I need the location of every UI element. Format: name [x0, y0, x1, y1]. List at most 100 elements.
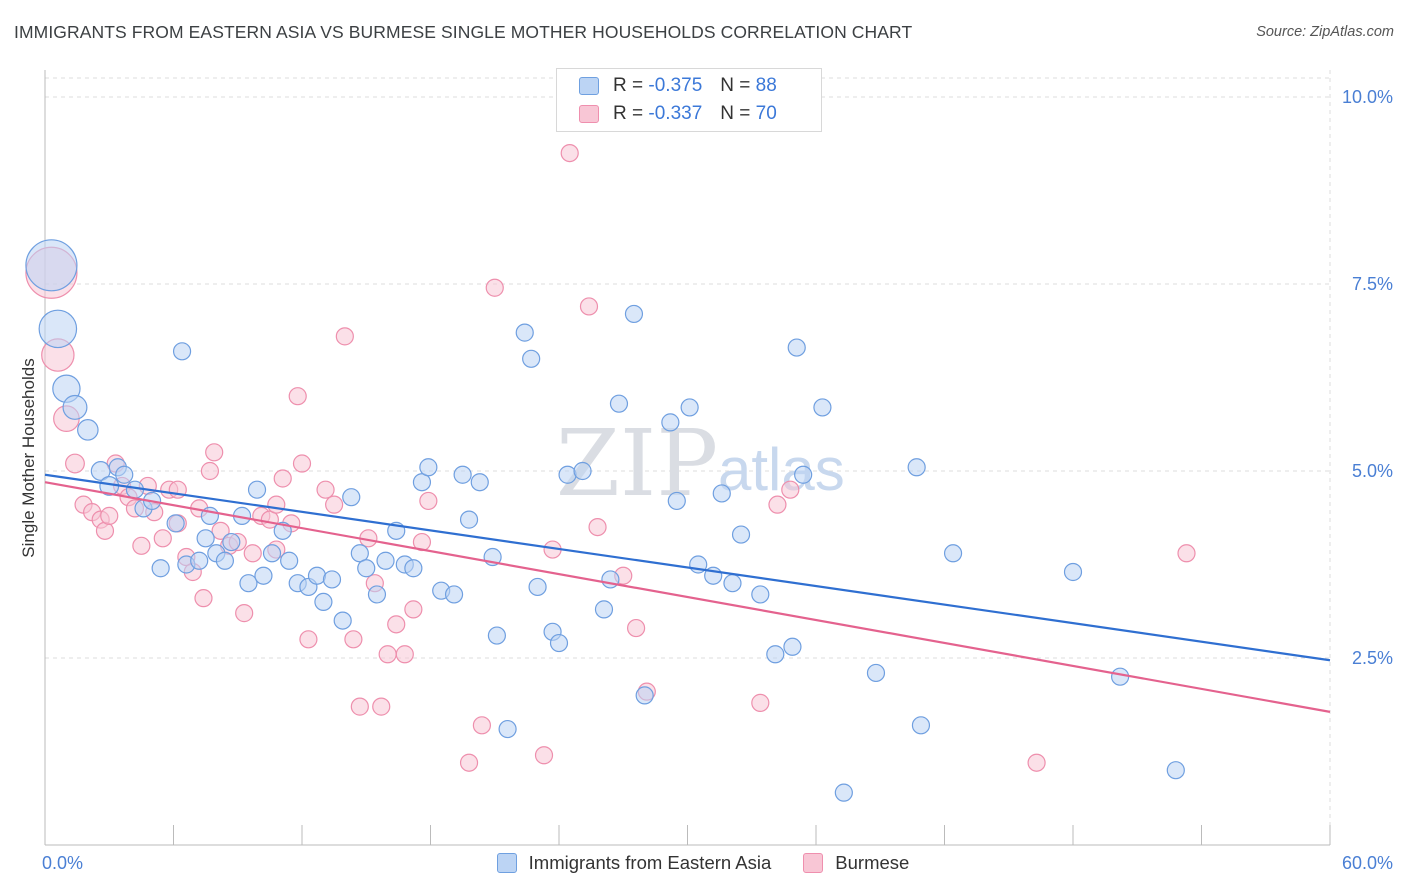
legend-item-burmese[interactable]: Burmese — [803, 852, 909, 874]
y-tick-label: 7.5% — [1352, 274, 1393, 294]
point-eastern-asia — [487, 626, 506, 645]
point-eastern-asia — [342, 488, 361, 507]
point-eastern-asia — [115, 465, 134, 484]
point-eastern-asia — [766, 645, 785, 664]
point-eastern-asia — [222, 532, 241, 552]
point-burmese — [267, 495, 286, 514]
y-tick-label: 5.0% — [1352, 461, 1393, 481]
point-burmese — [1027, 753, 1046, 772]
trend-line-burmese — [44, 481, 1331, 713]
point-eastern-asia — [558, 465, 577, 484]
point-eastern-asia — [262, 544, 282, 563]
point-burmese — [387, 615, 406, 634]
point-burmese — [316, 480, 335, 499]
point-eastern-asia — [1063, 562, 1083, 582]
point-eastern-asia — [367, 585, 387, 604]
x-tick-labels: 0.0% 60.0% — [42, 853, 1393, 873]
point-burmese — [350, 697, 369, 716]
point-eastern-asia — [813, 398, 832, 417]
legend-n-value: 88 — [755, 75, 777, 96]
point-burmese — [395, 645, 414, 664]
axes — [44, 70, 1331, 846]
point-eastern-asia — [412, 473, 432, 492]
point-eastern-asia — [943, 544, 963, 563]
point-burmese — [194, 589, 213, 608]
point-eastern-asia — [196, 529, 215, 548]
legend-swatch-blue — [579, 77, 599, 95]
point-burmese — [335, 327, 354, 346]
legend-n-label: N = — [720, 75, 751, 96]
legend-row-pink: R = -0.337 N = 70 — [579, 100, 777, 128]
point-burmese — [100, 506, 119, 525]
point-eastern-asia — [594, 600, 614, 619]
point-burmese — [419, 491, 438, 511]
trend-line-eastern-asia — [44, 473, 1331, 662]
chart-title: IMMIGRANTS FROM EASTERN ASIA VS BURMESE … — [14, 22, 913, 42]
point-eastern-asia — [62, 394, 88, 420]
legend-row-blue: R = -0.375 N = 88 — [579, 72, 777, 100]
point-eastern-asia — [215, 551, 234, 570]
point-eastern-asia — [239, 574, 258, 593]
point-burmese — [132, 536, 151, 555]
point-eastern-asia — [661, 413, 680, 432]
y-axis-label: Single Mother Households — [19, 358, 38, 557]
point-eastern-asia — [322, 570, 342, 589]
legend-item-eastern-asia[interactable]: Immigrants from Eastern Asia — [496, 852, 771, 874]
point-eastern-asia — [190, 551, 209, 570]
point-burmese — [243, 544, 262, 563]
point-burmese — [344, 630, 363, 649]
point-eastern-asia — [350, 544, 369, 563]
legend-r-value: -0.337 — [648, 103, 703, 124]
point-eastern-asia — [333, 611, 352, 630]
point-eastern-asia — [273, 521, 292, 540]
point-eastern-asia — [38, 309, 78, 349]
legend-swatch-pink — [579, 105, 599, 123]
point-burmese — [273, 469, 292, 488]
point-burmese — [485, 278, 504, 297]
point-burmese — [472, 716, 491, 735]
point-eastern-asia — [866, 663, 886, 683]
point-burmese — [768, 495, 787, 514]
point-burmese — [153, 529, 172, 548]
point-eastern-asia — [522, 349, 541, 368]
series-legend: Immigrants from Eastern Asia Burmese — [0, 852, 1406, 874]
point-eastern-asia — [404, 559, 423, 578]
point-eastern-asia — [712, 484, 731, 503]
point-burmese — [626, 618, 646, 638]
point-eastern-asia — [1166, 761, 1185, 780]
point-burmese — [1177, 544, 1196, 563]
point-eastern-asia — [376, 551, 395, 570]
point-eastern-asia — [498, 719, 517, 739]
point-eastern-asia — [151, 559, 170, 578]
point-eastern-asia — [357, 559, 376, 578]
point-burmese — [404, 600, 423, 619]
data-points — [25, 144, 1196, 802]
point-eastern-asia — [911, 716, 931, 735]
point-burmese — [65, 453, 85, 474]
point-eastern-asia — [573, 461, 592, 481]
point-eastern-asia — [667, 491, 686, 511]
trend-lines — [44, 473, 1331, 713]
point-eastern-asia — [453, 465, 472, 484]
point-eastern-asia — [125, 480, 145, 499]
legend-n-label: N = — [720, 103, 751, 124]
point-eastern-asia — [794, 465, 813, 484]
point-burmese — [299, 630, 318, 649]
point-eastern-asia — [470, 473, 489, 492]
point-burmese — [325, 495, 344, 514]
x-tick-label: 60.0% — [1342, 853, 1393, 873]
legend-r-label: R = — [613, 75, 644, 96]
legend-n-value: 70 — [755, 103, 777, 124]
point-eastern-asia — [680, 398, 699, 417]
point-eastern-asia — [247, 480, 267, 499]
point-burmese — [560, 144, 579, 163]
point-burmese — [378, 645, 397, 664]
source-label: Source: ZipAtlas.com — [1256, 24, 1394, 40]
point-eastern-asia — [787, 338, 806, 357]
point-eastern-asia — [307, 566, 327, 585]
legend-label-burmese: Burmese — [835, 852, 910, 873]
point-burmese — [205, 443, 224, 462]
point-eastern-asia — [515, 323, 534, 342]
point-burmese — [372, 697, 391, 716]
y-tick-label: 2.5% — [1352, 648, 1393, 668]
